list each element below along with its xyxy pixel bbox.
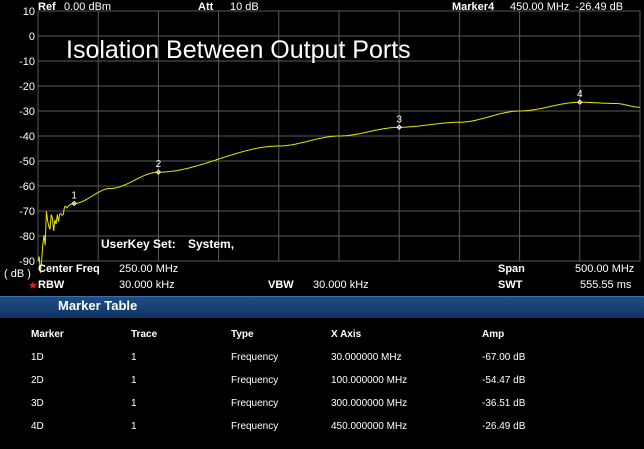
col-header-marker: Marker [31, 329, 64, 340]
marker-points: 1 2 3 4 [71, 89, 583, 207]
vbw-label: VBW [268, 279, 294, 291]
row-2-x-axis: 100.000000 MHz [331, 375, 408, 386]
swt-value: 555.55 ms [580, 279, 632, 291]
row-4-amp: -26.49 dB [482, 421, 526, 432]
marker-diamond-icon [577, 99, 583, 105]
row-3-trace: 1 [131, 398, 137, 409]
y-tick-label: -10 [19, 56, 35, 68]
att-value: 10 dB [230, 1, 259, 13]
row-3-type: Frequency [231, 398, 279, 409]
y-tick-label: -80 [19, 231, 35, 243]
center-freq-value: 250.00 MHz [119, 263, 179, 275]
col-header-trace: Trace [131, 329, 158, 340]
ref-label: Ref [38, 1, 56, 13]
y-tick-label: -40 [19, 131, 35, 143]
marker-number-label: 1 [71, 191, 77, 202]
marker-number-label: 2 [156, 159, 162, 170]
y-tick-label: -90 [19, 256, 35, 268]
span-value: 500.00 MHz [575, 263, 635, 275]
y-tick-label: -60 [19, 181, 35, 193]
row-1-trace: 1 [131, 352, 137, 363]
row-3-x-axis: 300.000000 MHz [331, 398, 408, 409]
rbw-label: RBW [38, 279, 65, 291]
y-tick-label: -30 [19, 106, 35, 118]
row-4-marker: 4D [31, 421, 44, 432]
att-label: Att [198, 1, 214, 13]
marker-diamond-icon [71, 200, 77, 207]
row-3-marker: 3D [31, 398, 44, 409]
row-2-type: Frequency [231, 375, 279, 386]
span-label: Span [498, 263, 525, 275]
ref-value: 0.00 dBm [64, 1, 112, 13]
row-3-amp: -36.51 dB [482, 398, 526, 409]
row-1-type: Frequency [231, 352, 279, 363]
unit-label: ( dB ) [4, 268, 31, 280]
spectrum-plot[interactable]: 10 0 -10 -20 -30 -40 -50 -60 -70 -80 -90 1 2 3 4 Isol… [0, 0, 644, 290]
userkey-label: UserKey Set: [101, 237, 176, 251]
col-header-amp: Amp [482, 329, 505, 340]
marker-diamond-icon [155, 169, 162, 175]
row-1-x-axis: 30.000000 MHz [331, 352, 402, 363]
rbw-manual-star-icon: ★ [28, 280, 38, 292]
row-4-x-axis: 450.000000 MHz [331, 421, 408, 432]
y-tick-label: 0 [29, 31, 35, 43]
rbw-value: 30.000 kHz [119, 279, 175, 291]
marker-table-title: Marker Table [58, 298, 138, 313]
plot-title: Isolation Between Output Ports [66, 36, 411, 64]
row-4-type: Frequency [231, 421, 279, 432]
row-2-amp: -54.47 dB [482, 375, 526, 386]
col-header-x-axis: X Axis [331, 329, 362, 340]
row-4-trace: 1 [131, 421, 137, 432]
vbw-value: 30.000 kHz [313, 279, 369, 291]
row-1-amp: -67.00 dB [482, 352, 526, 363]
y-tick-label: -20 [19, 81, 35, 93]
y-axis-ticks: 10 0 -10 -20 -30 -40 -50 -60 -70 -80 -90 [19, 6, 35, 268]
marker-diamond-icon [396, 124, 402, 130]
plot-grid [37, 10, 641, 262]
y-tick-label: -50 [19, 156, 35, 168]
center-freq-label: Center Freq [38, 263, 100, 275]
col-header-type: Type [231, 329, 254, 340]
row-2-marker: 2D [31, 375, 44, 386]
marker-table-header-bar [0, 296, 644, 318]
trace-1 [37, 101, 641, 273]
marker-table[interactable]: Marker Trace Type X Axis Amp 1D 1 Freque… [0, 318, 644, 449]
y-tick-label: -70 [19, 206, 35, 218]
marker-number-label: 3 [396, 114, 402, 125]
y-tick-label: 10 [23, 6, 35, 18]
userkey-value: System, [188, 237, 234, 251]
row-1-marker: 1D [31, 352, 44, 363]
marker-number-label: 4 [577, 89, 583, 100]
marker-readout: 450.00 MHz -26.49 dB [510, 1, 624, 13]
swt-label: SWT [498, 279, 523, 291]
row-2-trace: 1 [131, 375, 137, 386]
marker-label: Marker4 [452, 1, 495, 13]
